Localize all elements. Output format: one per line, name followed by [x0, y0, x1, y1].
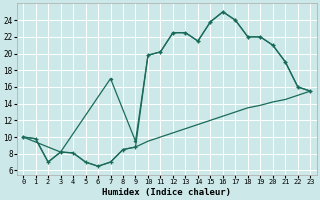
X-axis label: Humidex (Indice chaleur): Humidex (Indice chaleur): [102, 188, 231, 197]
